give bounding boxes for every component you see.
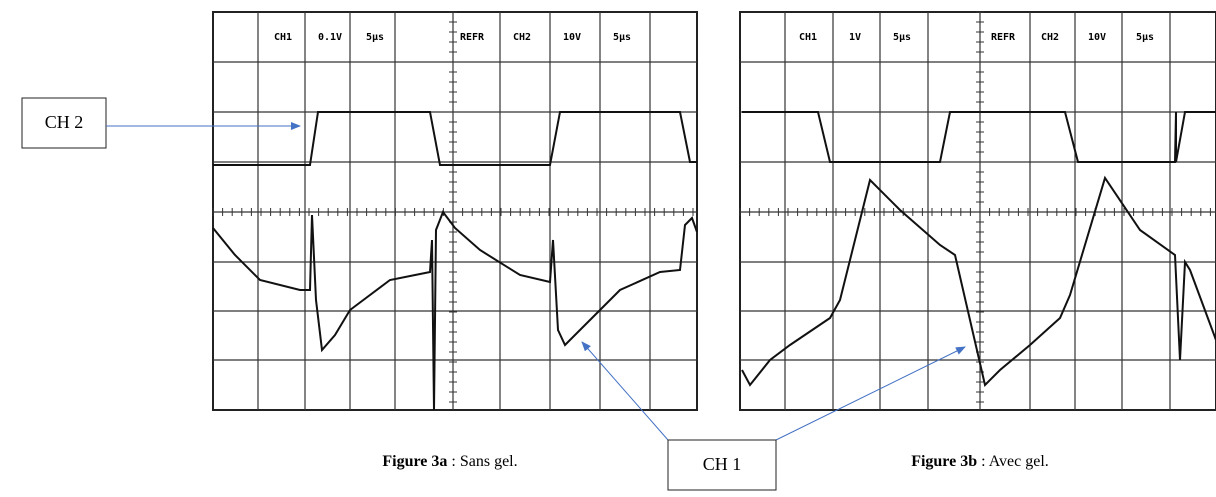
caption: Figure 3b : Avec gel.	[911, 453, 1049, 470]
scope-header: 5µs	[1136, 32, 1154, 43]
ch2-label: CH 2	[45, 112, 84, 132]
scope-header: 0.1V	[318, 32, 342, 43]
scope-header: 5µs	[366, 32, 384, 43]
scope-header: CH2	[1041, 32, 1059, 43]
scope-header: 1V	[849, 32, 861, 43]
caption-label: Figure 3b	[911, 453, 977, 470]
scope-header: 5µs	[893, 32, 911, 43]
caption-label: Figure 3a	[382, 453, 447, 470]
scope-header: 10V	[563, 32, 581, 43]
caption-text: : Avec gel.	[977, 453, 1049, 470]
figure: CH1 0.1V 5µs REFR CH2 10V 5µs CH1 1V 5µs REFR CH2 10…	[0, 0, 1216, 497]
caption: Figure 3a : Sans gel.	[382, 453, 517, 470]
scope-header: CH1	[799, 32, 817, 43]
scope-header: REFR	[991, 32, 1016, 43]
caption-text: : Sans gel.	[447, 453, 517, 470]
scope-header: CH2	[513, 32, 531, 43]
scope-header: CH1	[274, 32, 292, 43]
scope-header: 10V	[1088, 32, 1106, 43]
ch1-label: CH 1	[703, 454, 742, 474]
scope-header: REFR	[460, 32, 485, 43]
scope-header: 5µs	[613, 32, 631, 43]
